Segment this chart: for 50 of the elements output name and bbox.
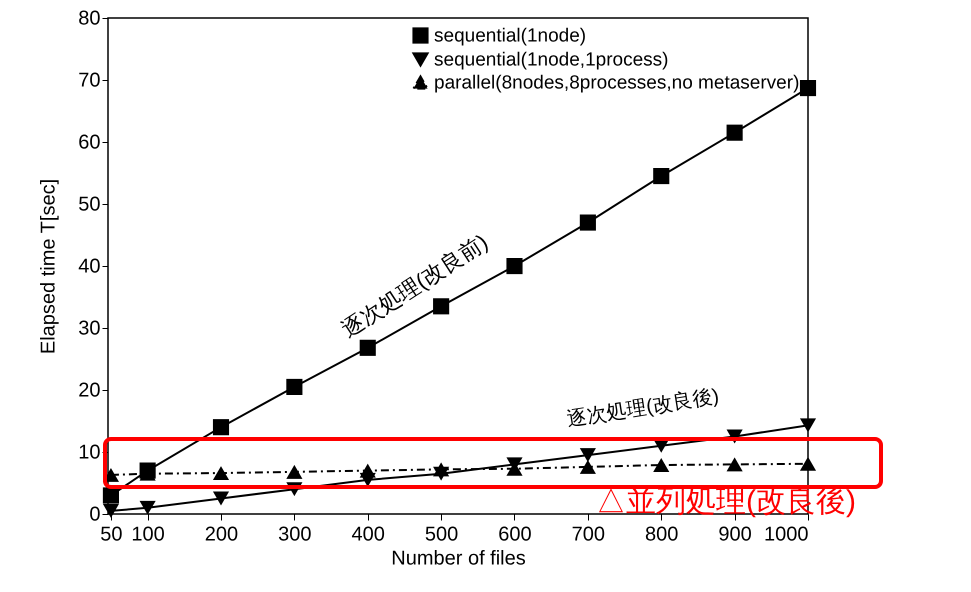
point	[800, 80, 816, 96]
y-tick-label: 30	[78, 318, 100, 340]
point	[140, 500, 156, 515]
y-tick-label: 70	[78, 70, 100, 92]
point	[580, 448, 596, 462]
annotation: 逐次処理(改良後)	[566, 385, 720, 431]
point	[653, 458, 670, 472]
y-tick-label: 60	[78, 132, 100, 154]
point	[726, 124, 743, 141]
x-axis-title: Number of files	[391, 548, 526, 570]
y-tick-label: 10	[78, 442, 100, 464]
annotation: 逐次処理(改良前)	[337, 229, 492, 342]
point	[212, 466, 230, 480]
legend-label: sequential(1node,1process)	[434, 50, 668, 70]
x-tick-label: 50	[100, 524, 123, 546]
x-tick-label: 900	[718, 524, 752, 546]
y-tick-label: 40	[78, 256, 100, 278]
point	[653, 168, 670, 184]
point	[726, 457, 743, 472]
point	[212, 419, 230, 436]
point	[800, 418, 816, 432]
point	[800, 456, 816, 471]
x-tick-label: 700	[572, 524, 606, 546]
point	[286, 464, 302, 479]
legend-label: parallel(8nodes,8processes,no metaserver)	[434, 72, 800, 94]
x-tick-label: 400	[352, 524, 385, 546]
x-tick-label: 300	[278, 524, 312, 546]
point	[102, 504, 119, 518]
point	[360, 464, 376, 478]
x-tick-label: 500	[424, 524, 458, 546]
point	[580, 214, 596, 231]
y-tick-label: 0	[89, 504, 100, 526]
x-tick-label: 800	[645, 524, 678, 546]
point	[506, 258, 523, 274]
point	[212, 492, 230, 506]
y-axis-title: Elapsed time T[sec]	[37, 178, 60, 354]
x-tick-label: 1000	[764, 524, 808, 546]
point	[360, 340, 376, 356]
y-tick-label: 20	[78, 380, 100, 402]
point	[433, 462, 450, 476]
point	[580, 460, 596, 474]
point	[433, 298, 450, 314]
x-tick-label: 200	[204, 524, 238, 546]
legend-label: sequential(1node)	[434, 26, 586, 46]
point	[286, 378, 302, 395]
x-tick-label: 100	[131, 524, 165, 546]
y-tick-label: 80	[78, 8, 100, 30]
x-tick-label: 600	[498, 524, 532, 546]
y-tick-label: 50	[78, 194, 100, 216]
point	[102, 487, 119, 504]
